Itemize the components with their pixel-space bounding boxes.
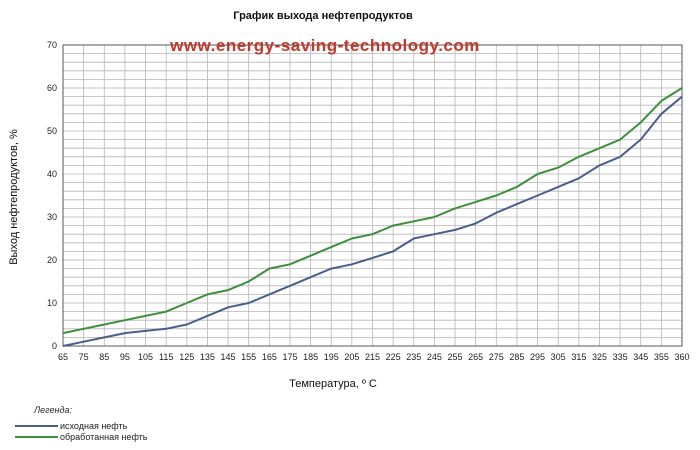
x-tick-label: 315 [571,352,586,362]
x-tick-label: 360 [674,352,689,362]
x-tick-label: 275 [489,352,504,362]
x-tick-label: 215 [365,352,380,362]
watermark-text: www.energy-saving-technology.com [169,36,480,55]
chart-title: График выхода нефтепродуктов [233,10,413,22]
x-axis-label: Температура, º С [289,378,377,390]
x-tick-label: 175 [282,352,297,362]
x-tick-label: 295 [530,352,545,362]
x-tick-label: 135 [200,352,215,362]
y-tick-label: 10 [47,298,57,308]
x-tick-label: 185 [303,352,318,362]
x-tick-label: 255 [448,352,463,362]
y-tick-label: 0 [52,341,57,351]
x-tick-label: 145 [221,352,236,362]
x-tick-label: 305 [551,352,566,362]
y-axis-label: Выход нефтепродуктов, % [8,129,20,265]
x-tick-label: 115 [159,352,173,362]
x-tick-label: 75 [79,352,89,362]
grid [62,44,683,347]
series-line-1 [62,87,683,335]
y-axis-ticks: 0 10 20 30 40 50 60 70 [47,40,57,351]
x-tick-label: 225 [386,352,401,362]
plot-frame [62,44,683,347]
x-tick-label: 195 [324,352,339,362]
x-tick-label: 235 [406,352,421,362]
x-tick-label: 355 [654,352,669,362]
y-tick-label: 70 [47,40,57,50]
legend-label: исходная нефть [60,421,128,431]
legend-title: Легенда: [33,405,72,415]
series [62,87,683,347]
y-tick-label: 30 [47,212,57,222]
x-tick-label: 325 [592,352,607,362]
x-tick-label: 125 [179,352,194,362]
y-tick-label: 20 [47,255,57,265]
x-tick-label: 245 [427,352,442,362]
x-tick-label: 95 [120,352,130,362]
x-tick-label: 65 [58,352,68,362]
y-tick-label: 60 [47,83,57,93]
x-tick-label: 105 [138,352,153,362]
x-tick-label: 165 [262,352,277,362]
x-tick-label: 85 [99,352,109,362]
x-tick-label: 155 [241,352,256,362]
y-tick-label: 40 [47,169,57,179]
x-axis-ticks: 65 75 85 95 105 115 125 135 145 155 165 175 185 195 20… [58,352,690,362]
legend-label: обработанная нефть [60,432,148,442]
x-tick-label: 345 [633,352,648,362]
x-tick-label: 335 [613,352,628,362]
x-tick-label: 205 [344,352,359,362]
x-tick-label: 285 [509,352,524,362]
y-tick-label: 50 [47,126,57,136]
series-line-0 [62,95,683,347]
x-tick-label: 265 [468,352,483,362]
